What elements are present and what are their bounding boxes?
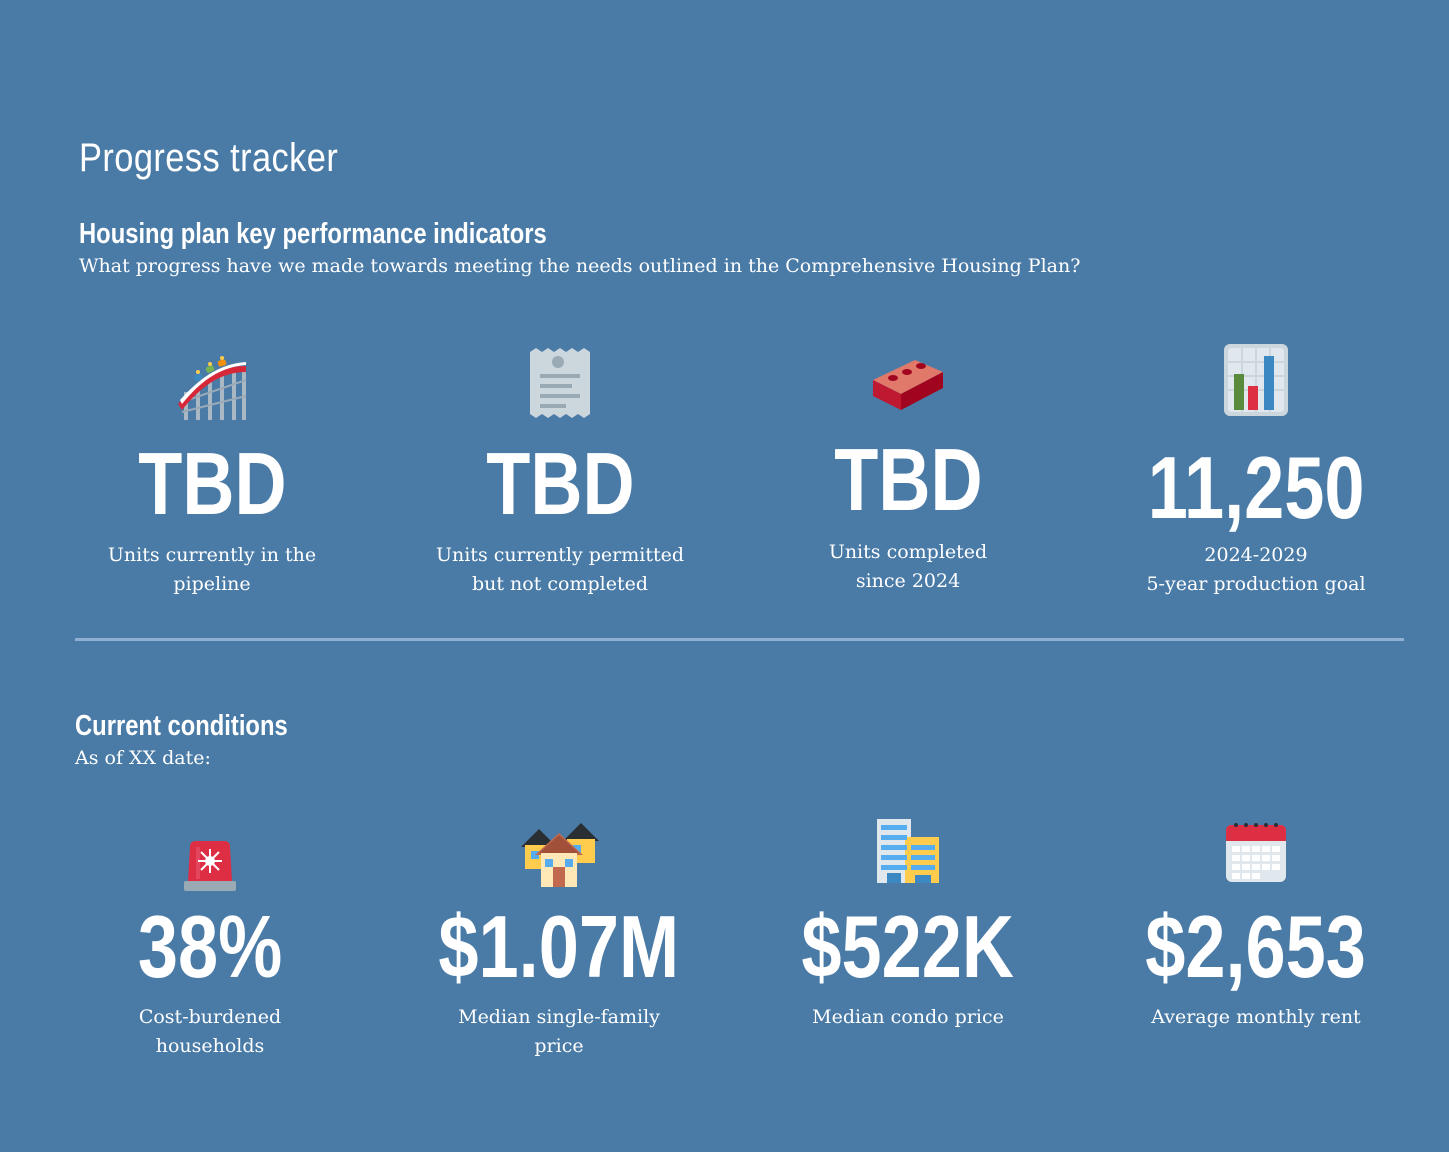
condition-value: $2,653 [1145, 897, 1367, 996]
kpi-production-goal: 11,250 2024-2029 5-year production goal [1096, 340, 1416, 610]
conditions-section-heading: Current conditions [75, 710, 288, 742]
roller-coaster-icon [178, 356, 247, 420]
kpi-label: Units currently in the pipeline [107, 544, 317, 595]
condition-monthly-rent: $2,653 Average monthly rent [1096, 815, 1416, 1075]
receipt-icon [530, 348, 590, 418]
conditions-section-subheading: As of XX date: [75, 747, 211, 769]
kpi-value: TBD [485, 434, 635, 533]
condition-condo-price: $522K Median condo price [748, 815, 1068, 1075]
kpi-label: Units completed since 2024 [828, 541, 988, 592]
condition-label: Median condo price [812, 1006, 1004, 1028]
condition-label: Median single-family price [458, 1006, 660, 1057]
condition-cost-burdened: 38% Cost-burdened households [50, 815, 370, 1075]
siren-light-icon [184, 841, 236, 891]
kpi-value: TBD [137, 434, 287, 533]
kpi-units-completed: TBD Units completed since 2024 [748, 340, 1068, 610]
kpi-units-permitted: TBD Units currently permitted but not co… [400, 340, 720, 610]
kpi-section-heading: Housing plan key performance indicators [79, 218, 547, 250]
condition-value: 38% [137, 897, 283, 996]
kpi-units-pipeline: TBD Units currently in the pipeline [52, 340, 372, 610]
page-title: Progress tracker [79, 136, 339, 180]
condition-value: $1.07M [438, 897, 680, 996]
condition-value: $522K [801, 897, 1015, 996]
houses-icon [521, 823, 599, 887]
calendar-icon [1226, 823, 1286, 882]
office-building-icon [877, 819, 939, 883]
kpi-section-subheading: What progress have we made towards meeti… [79, 255, 1081, 277]
section-divider [75, 638, 1404, 641]
condition-label: Cost-burdened households [138, 1006, 282, 1057]
kpi-label: Units currently permitted but not comple… [435, 544, 685, 595]
kpi-value: 11,250 [1147, 438, 1365, 537]
kpi-label: 2024-2029 5-year production goal [1146, 544, 1366, 595]
condition-single-family-price: $1.07M Median single-family price [399, 815, 719, 1075]
kpi-value: TBD [833, 430, 983, 529]
condition-label: Average monthly rent [1151, 1006, 1361, 1028]
brick-icon [873, 360, 943, 410]
bar-chart-icon [1224, 344, 1288, 416]
